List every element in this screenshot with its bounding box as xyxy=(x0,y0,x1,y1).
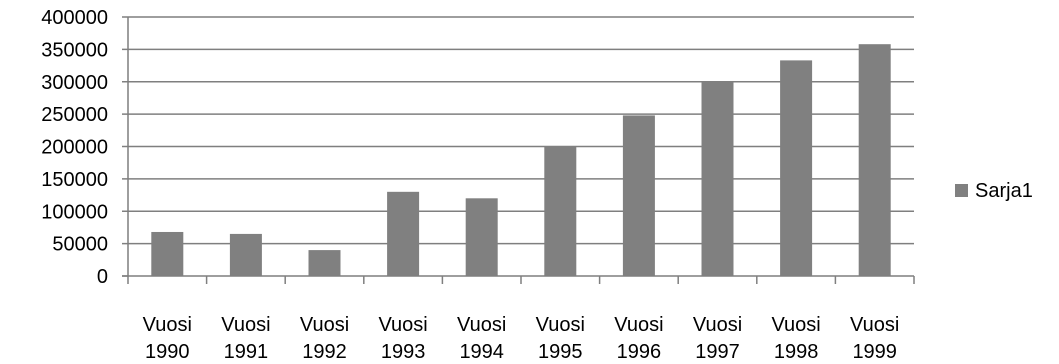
bar-vuosi-1999 xyxy=(858,44,891,276)
bar-vuosi-1993 xyxy=(387,191,420,276)
bars xyxy=(151,44,891,276)
bar-vuosi-1991 xyxy=(229,233,262,276)
y-tick-label-400000: 400000 xyxy=(41,7,108,29)
bar-vuosi-1997 xyxy=(701,81,734,276)
bar-vuosi-1998 xyxy=(780,60,813,276)
legend: Sarja1 xyxy=(955,180,1033,202)
legend-label-sarja1: Sarja1 xyxy=(975,180,1033,202)
x-tick-label-vuosi-1990: Vuosi 1990 xyxy=(143,314,192,363)
bar-vuosi-1996 xyxy=(622,115,655,276)
x-tick-label-vuosi-1996: Vuosi 1996 xyxy=(614,314,663,363)
legend-swatch-sarja1 xyxy=(955,184,968,197)
bar-vuosi-1995 xyxy=(544,146,577,276)
y-tick-label-350000: 350000 xyxy=(41,39,108,61)
x-axis-tick-labels: Vuosi 1990 Vuosi 1991 Vuosi 1992 Vuosi 1993 Vuos… xyxy=(143,314,900,363)
grid-lines xyxy=(128,16,914,245)
axes xyxy=(122,16,915,284)
x-tick-label-vuosi-1998: Vuosi 1998 xyxy=(771,314,820,363)
y-tick-label-150000: 150000 xyxy=(41,169,108,191)
y-tick-label-100000: 100000 xyxy=(41,201,108,223)
y-tick-label-200000: 200000 xyxy=(41,137,108,159)
bar-vuosi-1990 xyxy=(151,231,184,276)
x-tick-label-vuosi-1994: Vuosi 1994 xyxy=(457,314,506,363)
bar-vuosi-1994 xyxy=(465,198,498,276)
x-tick-label-vuosi-1993: Vuosi 1993 xyxy=(378,314,427,363)
x-tick-label-vuosi-1991: Vuosi 1991 xyxy=(221,314,270,363)
y-tick-label-50000: 50000 xyxy=(52,234,108,256)
x-tick-label-vuosi-1992: Vuosi 1992 xyxy=(300,314,349,363)
y-axis-tick-labels: 0 50000 100000 150000 200000 250000 300000 3500… xyxy=(41,7,108,288)
x-tick-label-vuosi-1995: Vuosi 1995 xyxy=(536,314,585,363)
bar-vuosi-1992 xyxy=(308,250,341,276)
y-tick-label-250000: 250000 xyxy=(41,104,108,126)
x-tick-label-vuosi-1997: Vuosi 1997 xyxy=(693,314,742,363)
y-tick-label-300000: 300000 xyxy=(41,72,108,94)
y-tick-label-0: 0 xyxy=(97,266,108,288)
x-tick-label-vuosi-1999: Vuosi 1999 xyxy=(850,314,899,363)
